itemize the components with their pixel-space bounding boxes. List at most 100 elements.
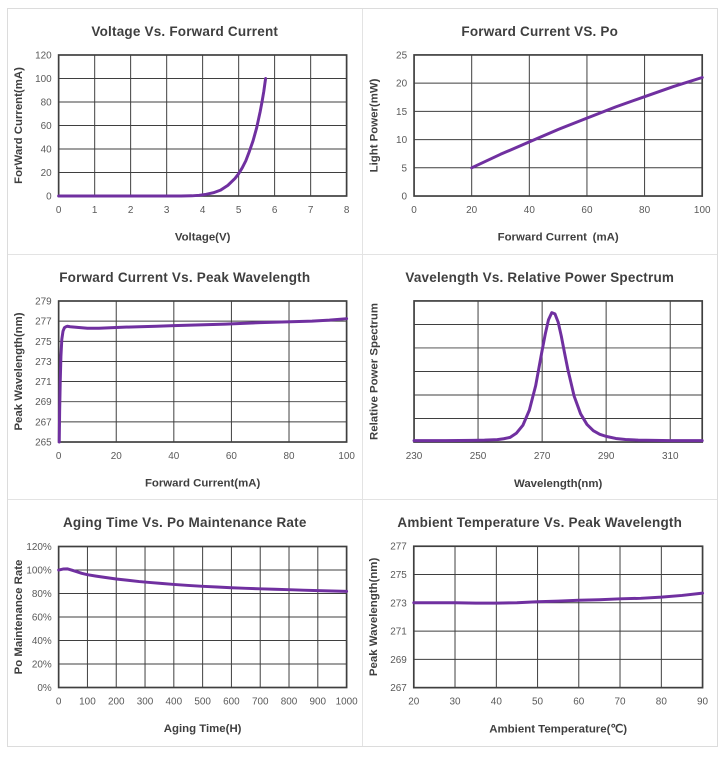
svg-text:290: 290 bbox=[597, 451, 614, 462]
svg-text:20: 20 bbox=[408, 697, 420, 708]
svg-text:267: 267 bbox=[35, 417, 52, 428]
svg-text:120: 120 bbox=[35, 50, 52, 61]
chart-title: Aging Time Vs. Po Maintenance Rate bbox=[62, 515, 307, 531]
svg-text:90: 90 bbox=[697, 697, 709, 708]
line-chart-forward-current-vs-po: 0 20 40 60 80 100 0 5 10 15 20 25 Forward Current (m… bbox=[368, 50, 711, 244]
svg-text:70: 70 bbox=[614, 697, 626, 708]
svg-text:50: 50 bbox=[532, 697, 544, 708]
svg-text:100: 100 bbox=[693, 205, 710, 216]
chart-panel-forward-current-vs-po: Forward Current VS. Po 0 20 40 60 80 100 0 5 10 1… bbox=[362, 9, 717, 255]
series-line-light-power bbox=[469, 76, 704, 170]
svg-text:0: 0 bbox=[56, 697, 62, 708]
y-axis-label: Light Power(mW) bbox=[368, 78, 380, 172]
svg-text:100%: 100% bbox=[26, 566, 52, 577]
charts-board: Voltage Vs. Forward Current 0 1 2 3 4 5 6 7 8 0 20… bbox=[7, 8, 718, 747]
svg-text:60: 60 bbox=[226, 451, 238, 462]
svg-text:20: 20 bbox=[466, 205, 478, 216]
svg-text:0%: 0% bbox=[37, 683, 52, 694]
svg-text:20: 20 bbox=[111, 451, 123, 462]
tick-labels: 20 30 40 50 60 70 80 90 267 269 271 273 275 277 bbox=[390, 542, 708, 708]
svg-text:100: 100 bbox=[35, 74, 52, 85]
plot-border bbox=[412, 54, 703, 197]
svg-text:277: 277 bbox=[390, 542, 407, 553]
svg-text:3: 3 bbox=[164, 205, 170, 216]
svg-text:275: 275 bbox=[390, 570, 407, 581]
svg-text:900: 900 bbox=[310, 697, 327, 708]
svg-text:20%: 20% bbox=[32, 660, 52, 671]
y-axis-label: ForWard Current(mA) bbox=[13, 67, 25, 184]
chart-title: Ambient Temperature Vs. Peak Wavelength bbox=[397, 515, 683, 531]
x-axis-label: Forward Current (mA) bbox=[497, 232, 618, 244]
svg-text:0: 0 bbox=[56, 205, 62, 216]
svg-text:4: 4 bbox=[200, 205, 206, 216]
svg-text:300: 300 bbox=[137, 697, 154, 708]
chart-title: Forward Current Vs. Peak Wavelength bbox=[59, 269, 311, 285]
svg-text:0: 0 bbox=[56, 451, 62, 462]
y-axis-label: Po Maintenance Rate bbox=[13, 560, 25, 675]
svg-text:100: 100 bbox=[338, 451, 355, 462]
x-axis-label: Aging Time(H) bbox=[164, 724, 242, 736]
chart-panel-forward-current-vs-peak-wavelength: Forward Current Vs. Peak Wavelength 0 20 4… bbox=[8, 254, 363, 501]
svg-text:80: 80 bbox=[41, 97, 53, 108]
svg-text:40: 40 bbox=[168, 451, 180, 462]
svg-text:20: 20 bbox=[396, 79, 408, 90]
plot-border bbox=[57, 545, 348, 689]
svg-text:273: 273 bbox=[390, 599, 407, 610]
svg-text:0: 0 bbox=[46, 191, 52, 202]
svg-text:267: 267 bbox=[390, 683, 407, 694]
charts-grid: Voltage Vs. Forward Current 0 1 2 3 4 5 6 7 8 0 20… bbox=[8, 9, 717, 746]
svg-text:10: 10 bbox=[396, 135, 408, 146]
x-axis-label: Forward Current(mA) bbox=[145, 477, 261, 489]
svg-text:0: 0 bbox=[401, 192, 407, 203]
svg-text:6: 6 bbox=[272, 205, 278, 216]
grid-lines bbox=[58, 54, 348, 197]
svg-text:80: 80 bbox=[283, 451, 295, 462]
svg-text:5: 5 bbox=[401, 163, 407, 174]
svg-text:800: 800 bbox=[281, 697, 298, 708]
svg-text:25: 25 bbox=[396, 50, 408, 61]
chart-panel-wavelength-vs-relative-power-spectrum: Vavelength Vs. Relative Power Spectrum 2… bbox=[362, 254, 717, 501]
chart-panel-voltage-vs-forward-current: Voltage Vs. Forward Current 0 1 2 3 4 5 6 7 8 0 20… bbox=[8, 9, 363, 255]
svg-text:250: 250 bbox=[469, 451, 486, 462]
tick-labels: 230 250 270 290 310 bbox=[405, 451, 678, 462]
y-axis-label: Relative Power Spectrum bbox=[368, 303, 380, 440]
svg-text:270: 270 bbox=[533, 451, 550, 462]
line-chart-forward-current-vs-peak-wavelength: 0 20 40 60 80 100 265 267 269 271 273 275 277 279 Forw… bbox=[13, 296, 355, 489]
plot-border bbox=[57, 299, 348, 443]
svg-text:279: 279 bbox=[35, 296, 52, 307]
y-axis-label: Peak Wavelength(nm) bbox=[13, 312, 25, 430]
svg-text:40: 40 bbox=[490, 697, 502, 708]
grid-lines bbox=[413, 54, 703, 197]
grid-lines bbox=[412, 546, 703, 689]
grid-lines bbox=[58, 546, 348, 689]
tick-labels: 0 20 40 60 80 100 265 267 269 271 273 275 277 279 bbox=[35, 296, 355, 461]
svg-text:7: 7 bbox=[308, 205, 314, 216]
svg-text:80: 80 bbox=[655, 697, 667, 708]
svg-text:271: 271 bbox=[390, 627, 407, 638]
chart-title: Vavelength Vs. Relative Power Spectrum bbox=[405, 269, 675, 285]
series-line-peak-wavelength-temp bbox=[411, 591, 704, 605]
svg-text:400: 400 bbox=[166, 697, 183, 708]
svg-text:269: 269 bbox=[35, 397, 52, 408]
svg-text:200: 200 bbox=[108, 697, 125, 708]
svg-text:265: 265 bbox=[35, 437, 52, 448]
svg-text:5: 5 bbox=[236, 205, 242, 216]
series-line-relative-power bbox=[412, 310, 704, 442]
chart-panel-ambient-temperature-vs-peak-wavelength: Ambient Temperature Vs. Peak Wavelength … bbox=[362, 500, 717, 746]
line-chart-ambient-temperature-vs-peak-wavelength: 20 30 40 50 60 70 80 90 267 269 271 273 275 277 Ambien… bbox=[367, 542, 708, 736]
series-line-peak-wavelength bbox=[57, 316, 349, 444]
tick-labels: 0 20 40 60 80 100 0 5 10 15 20 25 bbox=[396, 50, 711, 216]
x-axis-label: Wavelength(nm) bbox=[513, 477, 601, 489]
svg-text:310: 310 bbox=[661, 451, 678, 462]
y-axis-label: Peak Wavelength(nm) bbox=[367, 558, 379, 677]
svg-text:1000: 1000 bbox=[336, 697, 359, 708]
svg-text:230: 230 bbox=[405, 451, 422, 462]
svg-text:80%: 80% bbox=[32, 589, 52, 600]
series-line-forward-current bbox=[57, 77, 268, 198]
plot-border bbox=[412, 545, 703, 689]
svg-text:2: 2 bbox=[128, 205, 134, 216]
svg-text:40: 40 bbox=[41, 145, 53, 156]
svg-text:20: 20 bbox=[41, 168, 53, 179]
svg-text:271: 271 bbox=[35, 377, 52, 388]
chart-panel-aging-time-vs-po-maintenance-rate: Aging Time Vs. Po Maintenance Rate 0 100 2… bbox=[8, 500, 363, 746]
